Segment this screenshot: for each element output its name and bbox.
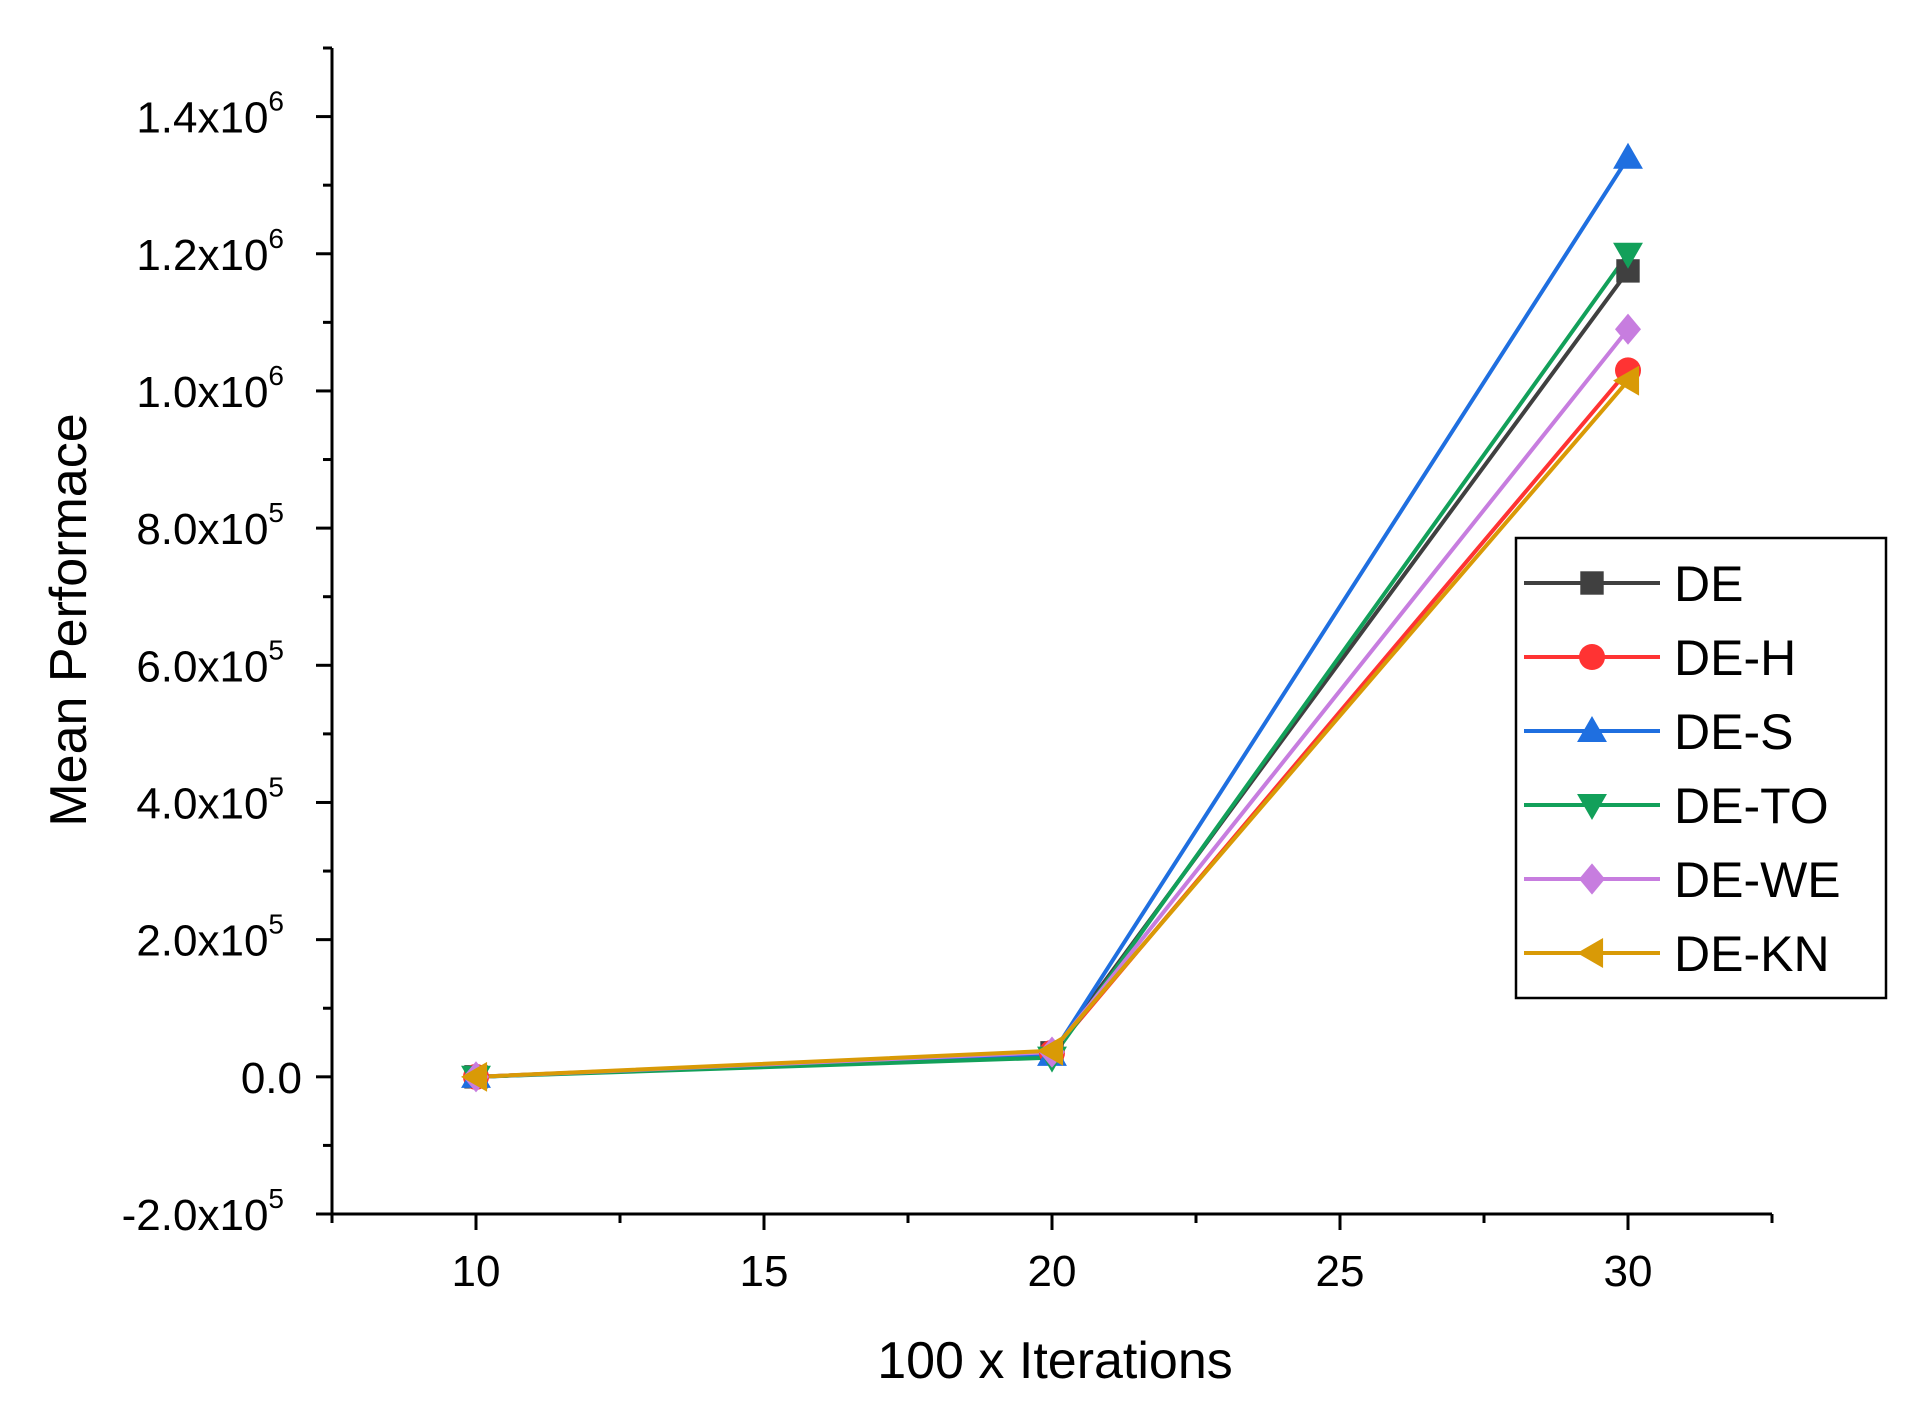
legend-item: DE-S (1524, 704, 1793, 760)
series-group (461, 142, 1643, 1093)
series-points-de-we (463, 313, 1641, 1093)
series-de-we (475, 327, 1630, 1079)
legend-label: DE-S (1674, 704, 1793, 760)
legend-marker (1577, 716, 1607, 743)
series-line (475, 327, 1630, 1079)
data-point (1037, 1035, 1064, 1066)
series-de (475, 269, 1630, 1079)
x-tick-label: 20 (1028, 1247, 1077, 1296)
y-axis-title: Mean Performace (40, 413, 98, 826)
data-point (1613, 242, 1643, 269)
y-tick-label: 6.0x105 (136, 634, 284, 691)
series-points-de-s (461, 142, 1643, 1088)
legend-item: DE-WE (1524, 852, 1841, 908)
x-tick-label: 30 (1604, 1247, 1653, 1296)
legend-label: DE (1674, 556, 1743, 612)
legend-label: DE-WE (1674, 852, 1841, 908)
legend-item: DE (1524, 556, 1743, 612)
legend-marker (1579, 644, 1605, 670)
series-points-de-h (463, 357, 1641, 1090)
y-tick-label: 8.0x105 (136, 497, 284, 554)
series-points-de-to (461, 242, 1643, 1092)
legend-item: DE-KN (1524, 926, 1830, 982)
y-tick-label: 4.0x105 (136, 771, 284, 828)
legend: DE DE-H DE-S DE-TO DE-WE DE-KN (1514, 536, 1888, 1000)
series-line (475, 369, 1630, 1079)
series-de-s (475, 156, 1630, 1079)
legend-marker (1580, 571, 1604, 595)
y-tick-label: 1.2x106 (136, 223, 284, 280)
x-axis-title: 100 x Iterations (877, 1332, 1233, 1390)
y-tick-label: 0.0 (241, 1054, 302, 1103)
data-point (1615, 313, 1641, 345)
data-point (1613, 142, 1643, 169)
series-line (475, 269, 1630, 1079)
data-point (1613, 365, 1640, 396)
data-point (461, 1061, 488, 1092)
series-de-h (475, 369, 1630, 1079)
series-line (475, 379, 1630, 1079)
y-tick-label: -2.0x105 (122, 1183, 284, 1240)
y-tick-label: 2.0x105 (136, 909, 284, 966)
legend-box (1514, 536, 1888, 1000)
series-points-de (464, 259, 1640, 1089)
data-point (1616, 259, 1640, 283)
y-tick-label: 1.0x106 (136, 360, 284, 417)
y-tick-label: 1.4x106 (136, 86, 284, 143)
legend-item: DE-TO (1524, 778, 1829, 834)
x-tick-label: 25 (1316, 1247, 1365, 1296)
axes: 10 15 20 25 30 -2.0x105 0.0 2.0x105 4.0x105 6.0x1… (122, 46, 1774, 1296)
series-de-kn (475, 379, 1630, 1079)
series-de-to (475, 252, 1630, 1079)
legend-marker (1577, 938, 1604, 968)
legend-item: DE-H (1524, 630, 1796, 686)
legend-marker (1579, 863, 1605, 895)
legend-label: DE-H (1674, 630, 1796, 686)
series-line (475, 156, 1630, 1079)
series-line (475, 252, 1630, 1079)
legend-label: DE-TO (1674, 778, 1829, 834)
x-tick-label: 15 (740, 1247, 789, 1296)
x-tick-label: 10 (452, 1247, 501, 1296)
legend-marker (1577, 793, 1607, 820)
series-points-de-kn (461, 365, 1640, 1092)
legend-label: DE-KN (1674, 926, 1830, 982)
